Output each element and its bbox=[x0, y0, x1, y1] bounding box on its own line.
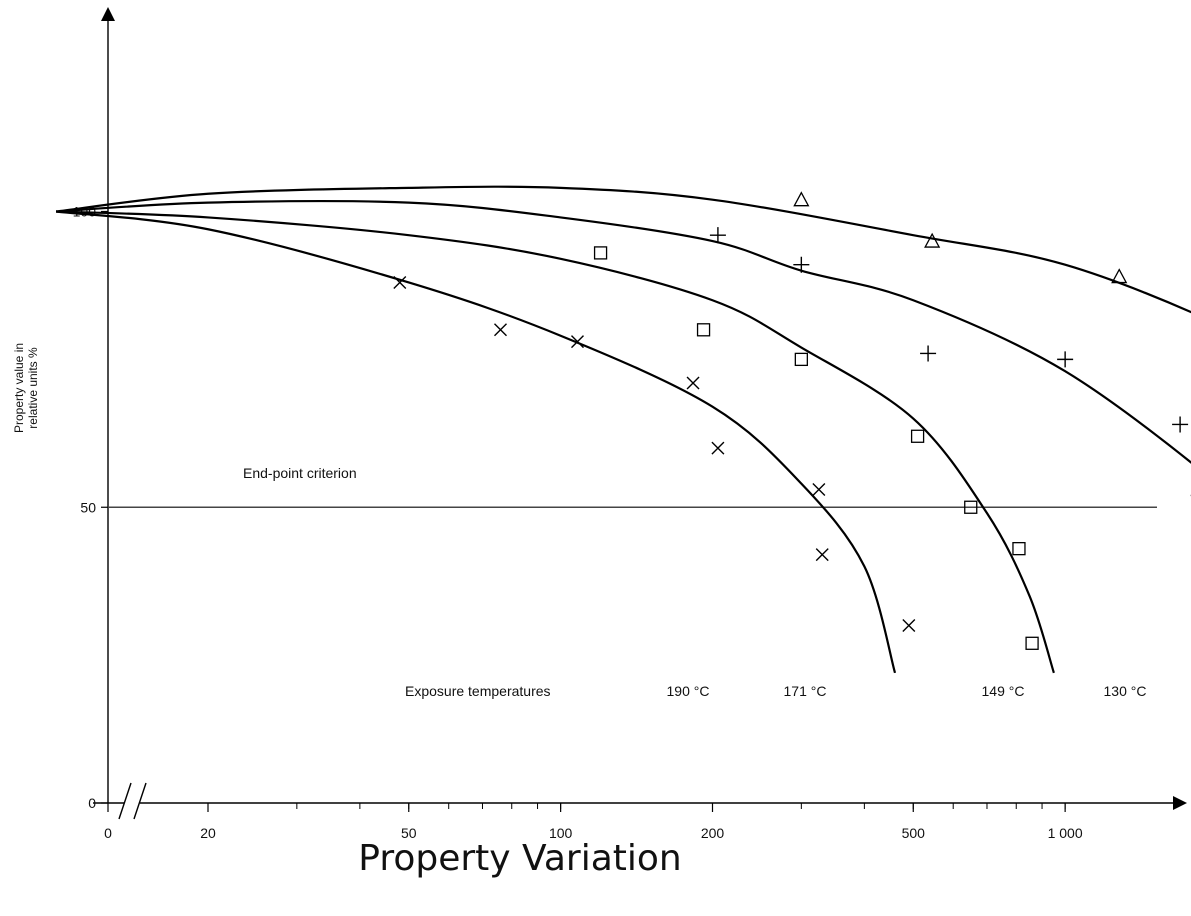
plus-marker bbox=[920, 345, 937, 362]
axis-break-mark bbox=[133, 782, 147, 820]
triangle-marker bbox=[1111, 268, 1128, 284]
square-marker bbox=[593, 246, 608, 260]
x-marker bbox=[393, 275, 407, 289]
y-tick-label: 0 bbox=[88, 795, 96, 811]
square-marker bbox=[1025, 636, 1039, 650]
triangle-marker bbox=[793, 191, 810, 207]
chart-labels: 190 °C 171 °C 149 °C 130 °C Exposure tempera… bbox=[405, 683, 1146, 699]
x-marker bbox=[494, 323, 507, 337]
x-tick-label: 1 000 bbox=[1048, 825, 1083, 841]
plus-marker bbox=[793, 256, 810, 273]
series-curves bbox=[56, 185, 1191, 674]
end-point-criterion-line: End-point criterion bbox=[108, 465, 1157, 509]
series-curve bbox=[56, 200, 1191, 464]
triangle-marker bbox=[924, 232, 941, 248]
reference-line-label: End-point criterion bbox=[243, 465, 357, 481]
series-curve bbox=[56, 210, 897, 674]
data-points bbox=[393, 191, 1191, 650]
x-tick-label: 50 bbox=[401, 825, 417, 841]
x-tick-label: 20 bbox=[200, 825, 216, 841]
series-label: 190 °C bbox=[667, 683, 710, 699]
x-marker bbox=[812, 483, 826, 496]
x-tick-label: 100 bbox=[549, 825, 573, 841]
square-marker bbox=[910, 429, 925, 443]
chart-caption: Property Variation bbox=[358, 838, 682, 879]
x-marker bbox=[686, 376, 700, 390]
square-marker bbox=[1012, 542, 1026, 556]
y-axis-label-line: Property value in bbox=[12, 343, 26, 433]
x-tick-label: 200 bbox=[701, 825, 725, 841]
square-marker bbox=[696, 323, 711, 337]
series-label: 149 °C bbox=[982, 683, 1025, 699]
plus-marker bbox=[1172, 416, 1189, 433]
x-marker bbox=[570, 335, 584, 349]
x-tick-label: 500 bbox=[902, 825, 926, 841]
square-marker bbox=[794, 352, 808, 367]
x-marker bbox=[711, 441, 725, 455]
x-marker bbox=[902, 619, 916, 633]
series-label: 171 °C bbox=[784, 683, 827, 699]
plus-marker bbox=[1057, 351, 1074, 368]
axis-break-mark bbox=[118, 782, 132, 820]
series-curve bbox=[56, 185, 1191, 314]
exposure-temperatures-label: Exposure temperatures bbox=[405, 683, 551, 699]
series-curve bbox=[56, 210, 1055, 674]
y-axis-label: Property value inrelative units % bbox=[12, 343, 40, 433]
square-marker bbox=[964, 500, 978, 514]
y-axis-label-line: relative units % bbox=[26, 347, 40, 429]
x-tick-label: 0 bbox=[104, 825, 112, 841]
x-marker bbox=[815, 548, 829, 562]
y-tick-label: 50 bbox=[80, 499, 96, 515]
plus-marker bbox=[709, 227, 726, 244]
series-label: 130 °C bbox=[1104, 683, 1147, 699]
